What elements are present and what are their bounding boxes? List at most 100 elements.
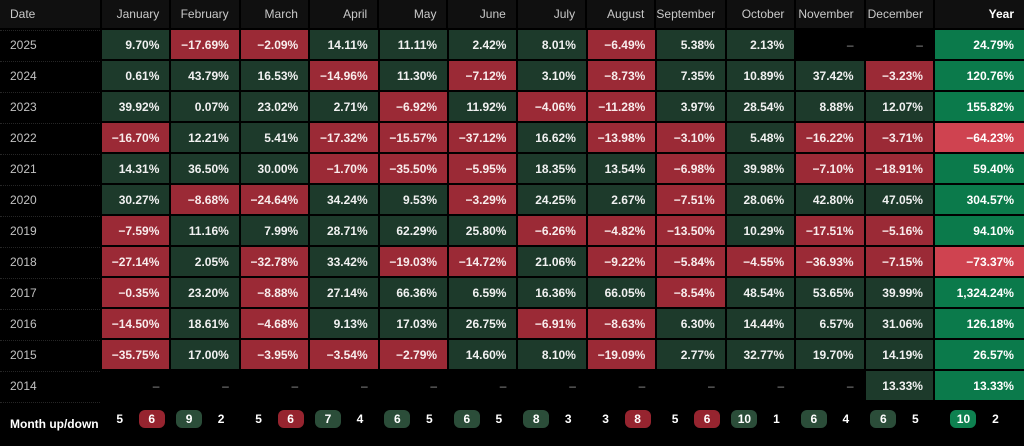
month-return-cell: −8.63% — [587, 309, 656, 338]
header-july: July — [517, 0, 586, 28]
month-return-cell: 8.10% — [518, 340, 586, 369]
month-return-cell: −32.78% — [240, 247, 309, 276]
month-return-cell: 14.60% — [449, 340, 517, 369]
updown-ratio-bar — [828, 436, 831, 440]
month-return-cell: −17.69% — [171, 30, 239, 59]
month-return-cell: 6.30% — [657, 309, 725, 338]
month-return-cell: −4.55% — [726, 247, 795, 276]
month-return-cell: −8.88% — [240, 278, 309, 307]
updown-ratio-bar — [134, 436, 137, 440]
month-return-cell: – — [726, 371, 795, 400]
month-return-cell: −36.93% — [796, 247, 864, 276]
row-year-label: 2022 — [0, 123, 100, 152]
month-return-cell: 37.42% — [796, 61, 864, 90]
updown-ratio-bar — [342, 436, 345, 440]
header-january: January — [102, 0, 170, 28]
year-total-cell: −73.37% — [934, 247, 1024, 276]
down-count: 6 — [138, 410, 165, 428]
up-count: 5 — [255, 412, 262, 426]
header-may: May — [379, 0, 447, 28]
month-return-cell: −7.15% — [865, 247, 933, 276]
month-return-cell: −9.22% — [587, 247, 656, 276]
month-return-cell: 28.06% — [726, 185, 795, 214]
up-count: 3 — [602, 412, 609, 426]
up-count: 5 — [671, 412, 679, 426]
table-row: 2020 30.27% −8.68% −24.64% 34.24% 9.53% −3.29%… — [0, 185, 1024, 214]
month-return-cell: 16.62% — [518, 123, 586, 152]
month-return-cell: −3.54% — [310, 340, 378, 369]
month-return-cell: −6.91% — [518, 309, 586, 338]
month-return-cell: 39.99% — [865, 278, 933, 307]
down-count: 3 — [564, 412, 572, 426]
month-return-cell: – — [657, 371, 725, 400]
header-december: December — [865, 0, 933, 28]
month-return-cell: −17.32% — [310, 123, 378, 152]
month-updown-label: Month up/down — [0, 402, 100, 444]
year-total-cell: 155.82% — [934, 92, 1024, 121]
month-return-cell: 53.65% — [796, 278, 864, 307]
updown-ratio-bar — [481, 436, 484, 440]
month-return-cell: −3.71% — [865, 123, 933, 152]
month-return-cell: 39.92% — [102, 92, 170, 121]
year-total-cell: 13.33% — [934, 371, 1024, 400]
updown-counts: 10 1 — [731, 402, 789, 436]
month-return-cell: 30.27% — [102, 185, 170, 214]
month-return-cell: −27.14% — [102, 247, 170, 276]
year-total-cell: 1,324.24% — [934, 278, 1024, 307]
year-total-cell: 59.40% — [934, 154, 1024, 183]
month-return-cell: – — [796, 371, 864, 400]
row-year-label: 2023 — [0, 92, 100, 121]
month-return-cell: – — [587, 371, 656, 400]
year-total-cell: −64.23% — [934, 123, 1024, 152]
month-return-cell: −11.28% — [587, 92, 656, 121]
month-return-cell: 27.14% — [310, 278, 378, 307]
header-year: Year — [934, 0, 1024, 28]
month-return-cell: −17.51% — [796, 216, 864, 245]
row-year-label: 2025 — [0, 30, 100, 59]
month-return-cell: 2.71% — [310, 92, 378, 121]
month-return-cell: 3.97% — [657, 92, 725, 121]
down-count: 4 — [842, 412, 850, 426]
month-return-cell: −6.98% — [657, 154, 725, 183]
month-return-cell: 3.10% — [518, 61, 586, 90]
month-return-cell: −6.26% — [518, 216, 586, 245]
table-header-row: Date January February March April May Ju… — [0, 0, 1024, 28]
down-count: 1 — [773, 412, 780, 426]
up-count: 9 — [176, 410, 203, 428]
month-return-cell: 9.53% — [379, 185, 448, 214]
month-return-cell: 2.77% — [657, 340, 725, 369]
row-year-label: 2020 — [0, 185, 100, 214]
table-row: 2016 −14.50% 18.61% −4.68% 9.13% 17.03% 26.75%… — [0, 309, 1024, 338]
month-return-cell: 10.89% — [726, 61, 795, 90]
updown-ratio-bar — [978, 436, 981, 440]
month-return-cell: 5.48% — [726, 123, 795, 152]
up-count: 6 — [870, 410, 897, 428]
month-return-cell: 8.01% — [518, 30, 586, 59]
updown-ratio-bar — [412, 436, 415, 440]
table-row: 2017 −0.35% 23.20% −8.88% 27.14% 66.36% 6.59% 1… — [0, 278, 1024, 307]
header-june: June — [448, 0, 516, 28]
down-count: 6 — [694, 410, 721, 428]
down-count: 8 — [624, 410, 651, 428]
month-return-cell: −19.09% — [587, 340, 656, 369]
month-return-cell: −14.50% — [102, 309, 170, 338]
month-return-cell: 42.80% — [796, 185, 864, 214]
month-return-cell: 6.59% — [449, 278, 517, 307]
up-count: 10 — [950, 410, 977, 428]
header-september: September — [656, 0, 726, 28]
month-return-cell: – — [171, 371, 239, 400]
month-return-cell: −14.96% — [310, 61, 378, 90]
month-return-cell: −2.09% — [240, 30, 309, 59]
month-updown-row: Month up/down 5 6 9 2 5 6 7 4 6 5 6 5 8 3 3 8 5 6 10 1 6 4 6 5 1… — [0, 402, 1024, 444]
month-return-cell: – — [518, 371, 586, 400]
month-return-cell: 14.11% — [310, 30, 378, 59]
